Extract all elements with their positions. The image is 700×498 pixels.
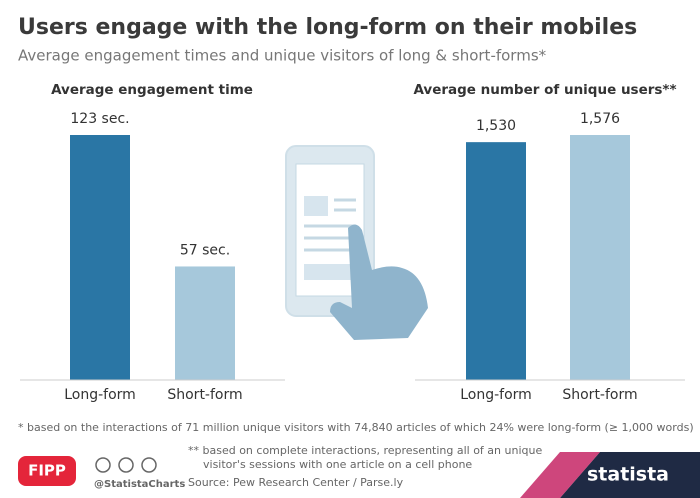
fipp-text: FIPP	[28, 462, 66, 480]
statista-band	[560, 452, 700, 498]
source: Source: Pew Research Center / Parse.ly	[188, 476, 404, 489]
value-label: 1,576	[580, 111, 620, 127]
value-label: 123 sec.	[70, 111, 129, 127]
statista-stripe	[520, 452, 600, 498]
fipp-logo	[18, 456, 76, 486]
x-tick-label: Short-form	[562, 387, 637, 403]
bar	[570, 135, 630, 380]
footnote: ** based on complete interactions, repre…	[188, 444, 542, 457]
chart-title: Average number of unique users**	[413, 82, 676, 98]
footnote: * based on the interactions of 71 millio…	[18, 421, 694, 434]
x-tick-label: Short-form	[167, 387, 242, 403]
bar	[70, 135, 130, 380]
x-tick-label: Long-form	[460, 387, 532, 403]
bar	[175, 266, 235, 380]
title: Users engage with the long-form on their…	[18, 15, 637, 40]
footnote: visitor's sessions with one article on a…	[203, 458, 472, 471]
phone-icon	[285, 145, 428, 340]
value-label: 1,530	[476, 118, 516, 134]
handle: @StatistaCharts	[94, 479, 185, 490]
statista-logo: statista	[587, 464, 669, 486]
x-tick-label: Long-form	[64, 387, 136, 403]
chart-title: Average engagement time	[51, 82, 253, 98]
value-label: 57 sec.	[180, 242, 230, 258]
cc-icons	[95, 457, 157, 473]
subtitle: Average engagement times and unique visi…	[18, 47, 547, 65]
bar	[466, 142, 526, 380]
